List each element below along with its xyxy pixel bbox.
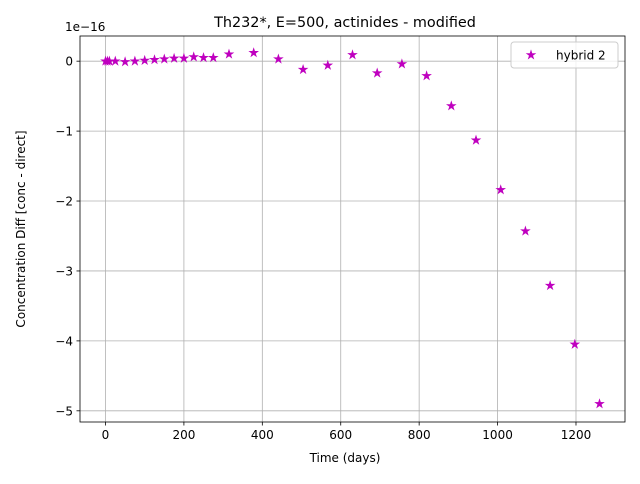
data-point xyxy=(149,54,160,65)
data-point xyxy=(520,225,531,236)
data-point xyxy=(322,59,334,70)
x-tick-label: 1000 xyxy=(482,428,513,442)
data-point xyxy=(119,56,131,67)
data-point xyxy=(188,51,200,62)
x-tick-label: 1200 xyxy=(561,428,592,442)
y-axis-label: Concentration Diff [conc - direct] xyxy=(14,130,28,327)
y-tick-label: −5 xyxy=(55,404,73,418)
x-axis-label: Time (days) xyxy=(309,451,381,465)
data-point xyxy=(178,52,190,63)
data-point xyxy=(223,48,235,59)
x-tick-label: 400 xyxy=(251,428,274,442)
axes-frame xyxy=(79,35,626,423)
x-tick-label: 600 xyxy=(329,428,352,442)
axes-border xyxy=(79,35,626,423)
y-tick-label: −3 xyxy=(55,264,73,278)
chart-title: Th232*, E=500, actinides - modified xyxy=(213,15,476,31)
data-point xyxy=(208,52,219,63)
y-offset-text: 1e−16 xyxy=(65,20,105,34)
data-point xyxy=(371,67,383,78)
y-tick-label: −1 xyxy=(55,125,73,139)
data-point xyxy=(470,134,482,145)
data-point xyxy=(273,53,284,64)
data-point xyxy=(168,52,180,63)
y-tick-label: −4 xyxy=(55,334,73,348)
x-tick-label: 0 xyxy=(102,428,110,442)
y-tick-label: −2 xyxy=(55,195,73,209)
data-point xyxy=(109,55,121,66)
data-point xyxy=(248,47,259,58)
data-point xyxy=(198,52,209,63)
data-point xyxy=(594,398,605,409)
data-point xyxy=(396,58,408,69)
data-point xyxy=(158,53,170,64)
legend-label: hybrid 2 xyxy=(556,49,606,63)
legend-marker-star xyxy=(525,49,537,60)
x-tick-label: 800 xyxy=(408,428,431,442)
y-tick-label: 0 xyxy=(65,55,73,69)
legend: hybrid 2 xyxy=(510,41,619,69)
x-tick-label: 200 xyxy=(172,428,195,442)
data-point xyxy=(139,54,150,65)
data-point xyxy=(544,280,556,291)
data-point xyxy=(495,184,507,195)
data-points xyxy=(100,47,605,409)
data-point xyxy=(297,64,309,75)
data-point xyxy=(569,338,581,349)
data-point xyxy=(347,49,358,60)
legend-frame xyxy=(510,41,619,69)
ticks: 0 200 400 600 800 1000 1200 0 −1 −2 −3 −4 −5 xyxy=(55,55,591,442)
data-point xyxy=(446,100,457,111)
data-point xyxy=(421,70,432,81)
grid xyxy=(80,36,625,422)
data-point xyxy=(129,55,141,66)
